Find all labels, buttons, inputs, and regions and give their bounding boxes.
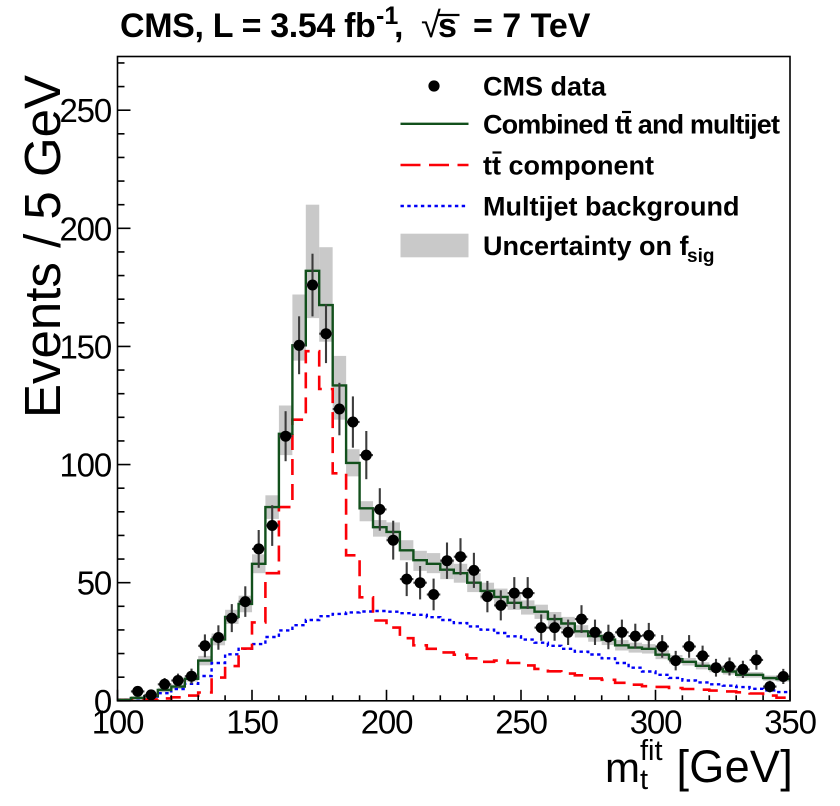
svg-text:Uncertainty on f: Uncertainty on f xyxy=(483,231,690,261)
svg-text:√: √ xyxy=(421,4,441,45)
svg-text:= 7 TeV: = 7 TeV xyxy=(473,7,591,45)
svg-text:s: s xyxy=(438,7,457,45)
svg-text:m: m xyxy=(605,744,640,791)
svg-text:-1: -1 xyxy=(376,2,398,30)
svg-text:sig: sig xyxy=(687,246,714,267)
svg-text:200: 200 xyxy=(361,704,413,741)
svg-text:Multijet background: Multijet background xyxy=(483,192,740,222)
svg-text:t: t xyxy=(640,764,648,796)
svg-text:,: , xyxy=(394,7,403,45)
svg-text:50: 50 xyxy=(77,565,112,602)
svg-text:tt component: tt component xyxy=(483,151,654,181)
svg-text:100: 100 xyxy=(60,447,112,484)
svg-text:0: 0 xyxy=(94,683,112,720)
svg-text:Events / 5 GeV: Events / 5 GeV xyxy=(14,75,71,418)
svg-text:350: 350 xyxy=(764,704,816,741)
svg-text:[GeV]: [GeV] xyxy=(677,741,794,792)
svg-text:150: 150 xyxy=(60,328,112,365)
svg-text:CMS data: CMS data xyxy=(483,72,607,102)
svg-text:250: 250 xyxy=(60,92,112,129)
svg-text:Combined tt and multijet: Combined tt and multijet xyxy=(483,109,780,139)
svg-text:150: 150 xyxy=(226,704,278,741)
svg-text:200: 200 xyxy=(60,210,112,247)
svg-text:CMS, L = 3.54 fb: CMS, L = 3.54 fb xyxy=(120,7,375,45)
svg-text:250: 250 xyxy=(495,704,547,741)
svg-text:fit: fit xyxy=(640,735,663,767)
svg-text:300: 300 xyxy=(630,704,682,741)
svg-text:100: 100 xyxy=(92,704,144,741)
